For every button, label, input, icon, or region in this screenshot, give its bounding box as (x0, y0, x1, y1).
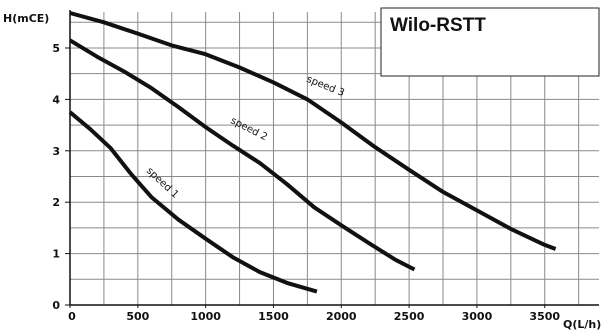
x-axis-title: Q(L/h) (563, 318, 601, 330)
y-tick-label: 1 (52, 248, 60, 261)
y-tick-label: 2 (52, 196, 60, 209)
x-tick-label: 3500 (529, 310, 560, 323)
axes (69, 10, 599, 306)
x-tick-label: 1000 (190, 310, 221, 323)
title-box (380, 7, 600, 77)
x-tick-label: 500 (126, 310, 149, 323)
x-tick-label: 2000 (326, 310, 357, 323)
curve-speed-1 (68, 110, 318, 294)
y-tick-label: 0 (52, 299, 60, 312)
curves (68, 11, 557, 294)
y-tick-label: 4 (52, 93, 60, 106)
x-tick-label: 0 (68, 310, 76, 323)
x-tick-label: 3000 (462, 310, 493, 323)
y-tick-label: 3 (52, 145, 60, 158)
y-tick-label: 5 (52, 42, 60, 55)
chart-title: Wilo-RSTT (390, 15, 486, 36)
x-tick-label: 2500 (394, 310, 425, 323)
curve-label-speed-3: speed 3 (305, 74, 346, 99)
tick-labels: 0 500 1000 1500 2000 2500 3000 3500 0 1 2 3 4 5 (52, 42, 560, 323)
curve-speed-2 (68, 38, 416, 272)
curve-speed-3 (69, 11, 557, 251)
x-tick-label: 1500 (258, 310, 289, 323)
curve-label-speed-2: speed 2 (229, 115, 269, 143)
y-axis-title: H(mCE) (3, 12, 49, 25)
